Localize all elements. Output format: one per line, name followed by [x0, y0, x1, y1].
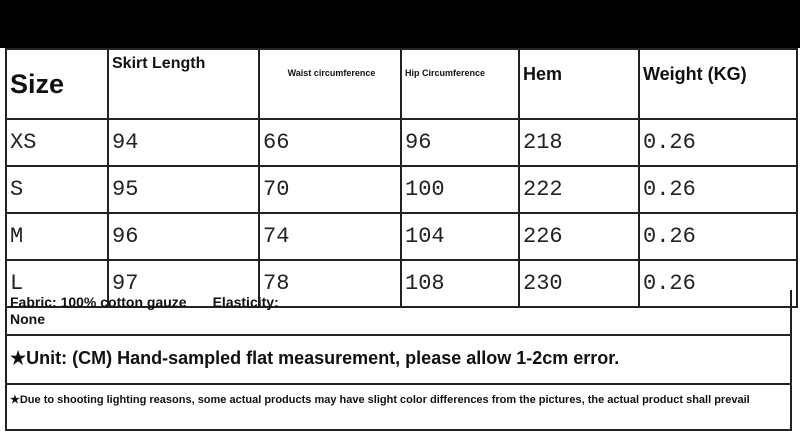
- table-row: L 97 78 108 230 0.26: [5, 259, 798, 308]
- table-cell: 0.26: [638, 212, 798, 261]
- table-cell: 66: [258, 118, 402, 167]
- fabric-text: Fabric: 100% cotton gauze: [10, 294, 187, 310]
- table-cell: M: [5, 212, 109, 261]
- table-cell: 0.26: [638, 118, 798, 167]
- table-cell: XS: [5, 118, 109, 167]
- table-row: XS 94 66 96 218 0.26: [5, 118, 798, 167]
- table-cell: 108: [400, 259, 520, 308]
- table-cell: 0.26: [638, 165, 798, 214]
- size-chart-table: Size Skirt Length Waist circumference Hi…: [5, 48, 798, 308]
- header-waist: Waist circumference: [258, 48, 402, 120]
- table-cell: 96: [400, 118, 520, 167]
- table-cell: 78: [258, 259, 402, 308]
- top-black-bar: [0, 0, 800, 48]
- header-skirt-length: Skirt Length: [107, 48, 260, 120]
- header-hip: Hip Circumference: [400, 48, 520, 120]
- header-hem: Hem: [518, 48, 640, 120]
- header-size: Size: [5, 48, 109, 120]
- table-cell: S: [5, 165, 109, 214]
- table-cell: 230: [518, 259, 640, 308]
- table-cell: 218: [518, 118, 640, 167]
- table-cell: 0.26: [638, 259, 798, 308]
- fabric-note: Fabric: 100% cotton gauze Elasticity: None: [5, 290, 792, 336]
- elasticity-value: None: [10, 311, 45, 327]
- table-header-row: Size Skirt Length Waist circumference Hi…: [5, 48, 798, 120]
- table-row: S 95 70 100 222 0.26: [5, 165, 798, 214]
- table-cell: 104: [400, 212, 520, 261]
- table-cell: 94: [107, 118, 260, 167]
- table-cell: 95: [107, 165, 260, 214]
- table-row: M 96 74 104 226 0.26: [5, 212, 798, 261]
- unit-note: ★Unit: (CM) Hand-sampled flat measuremen…: [5, 336, 792, 385]
- table-cell: 70: [258, 165, 402, 214]
- table-cell: 222: [518, 165, 640, 214]
- header-weight: Weight (KG): [638, 48, 798, 120]
- table-cell: 74: [258, 212, 402, 261]
- table-cell: L: [5, 259, 109, 308]
- table-cell: 96: [107, 212, 260, 261]
- table-cell: 97: [107, 259, 260, 308]
- table-cell: 100: [400, 165, 520, 214]
- table-cell: 226: [518, 212, 640, 261]
- elasticity-label: Elasticity:: [212, 294, 279, 310]
- disclaimer-note: ★Due to shooting lighting reasons, some …: [5, 385, 792, 431]
